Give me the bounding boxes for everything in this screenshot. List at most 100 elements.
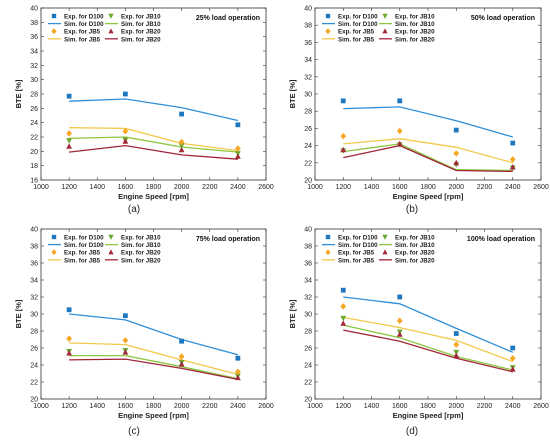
y-axis-label: BTE [%] <box>14 79 23 108</box>
data-point <box>178 146 185 153</box>
series-line <box>69 144 238 160</box>
x-tick-label: 2600 <box>258 184 274 191</box>
legend-marker <box>325 13 331 19</box>
data-point <box>397 294 403 300</box>
chart-title: 75% load operation <box>196 236 260 243</box>
chart-panel-2: 20 22 24 26 28 30 32 34 36 38 40 1000 1200 1400 1600 18… <box>14 227 274 438</box>
y-axis-label: BTE [%] <box>288 79 297 108</box>
data-point <box>178 353 185 360</box>
x-tick-label: 2600 <box>533 184 549 191</box>
data-point <box>453 341 460 348</box>
data-point <box>453 331 459 336</box>
series-line <box>343 106 513 138</box>
legend-label: Exp. for D100 <box>338 14 378 21</box>
data-point <box>509 156 516 163</box>
series-line <box>343 324 513 371</box>
legend-marker <box>51 249 57 256</box>
x-tick-label: 1000 <box>307 184 323 191</box>
legend-marker <box>108 28 114 34</box>
x-tick-label: 1200 <box>61 403 77 410</box>
y-tick-label: 22 <box>304 380 312 387</box>
data-point <box>340 303 347 310</box>
y-tick-label: 38 <box>30 20 38 27</box>
legend-marker <box>51 28 57 35</box>
y-tick-label: 32 <box>30 63 38 70</box>
data-point <box>340 315 347 322</box>
panel-caption: (a) <box>128 204 140 215</box>
panel-caption: (c) <box>128 426 140 437</box>
legend-marker <box>382 13 388 19</box>
series-line <box>69 98 239 122</box>
x-tick-label: 1600 <box>118 403 134 410</box>
x-tick-label: 2000 <box>448 403 464 410</box>
y-tick-label: 16 <box>30 178 38 185</box>
x-tick-label: 2200 <box>202 403 218 410</box>
data-point <box>122 138 129 144</box>
x-tick-label: 1200 <box>61 184 77 191</box>
data-point <box>509 354 516 362</box>
y-tick-label: 20 <box>30 149 38 156</box>
x-tick-label: 1400 <box>364 184 380 191</box>
legend-marker <box>51 234 57 240</box>
legend-label: Sim. for JB20 <box>395 36 435 43</box>
data-point <box>234 374 241 381</box>
y-tick-label: 26 <box>304 346 312 353</box>
legend-marker <box>325 28 331 35</box>
legend-label: Sim. for JB20 <box>395 257 435 264</box>
legend-label: Sim. for JB5 <box>64 257 101 264</box>
data-point <box>453 352 460 359</box>
data-point <box>397 98 403 104</box>
legend-label: Exp. for JB5 <box>338 250 375 257</box>
chart-panel-0: 16 18 20 22 24 26 28 30 32 34 36 38 40 1000 1200 1400 16… <box>14 6 274 216</box>
y-tick-label: 20 <box>304 397 312 404</box>
data-point <box>509 163 516 170</box>
y-axis-label: BTE [%] <box>14 299 23 328</box>
x-tick-label: 1600 <box>118 184 134 191</box>
data-point <box>509 366 516 372</box>
x-tick-label: 1200 <box>335 403 351 410</box>
legend-label: Sim. for JB5 <box>338 257 375 264</box>
plot-frame <box>314 228 542 400</box>
x-tick-label: 1200 <box>335 184 351 191</box>
y-tick-label: 20 <box>304 178 312 185</box>
x-tick-label: 2400 <box>505 403 521 410</box>
data-point <box>66 335 73 342</box>
legend-marker <box>108 234 114 240</box>
y-tick-label: 38 <box>304 23 312 30</box>
y-tick-label: 28 <box>304 329 312 336</box>
series-line <box>69 127 238 152</box>
legend-label: Sim. for D100 <box>338 21 378 28</box>
data-point <box>453 159 460 166</box>
series-line <box>343 144 513 173</box>
legend-label: Sim. for D100 <box>64 21 104 28</box>
y-tick-label: 36 <box>30 34 38 41</box>
legend-label: Exp. for JB20 <box>121 250 161 257</box>
data-point <box>122 128 129 135</box>
x-tick-label: 1800 <box>420 403 436 410</box>
x-tick-label: 1800 <box>146 184 162 191</box>
legend-marker <box>108 249 114 255</box>
y-tick-label: 40 <box>30 6 38 13</box>
x-tick-label: 2200 <box>477 403 493 410</box>
data-point <box>340 287 346 293</box>
legend-label: Sim. for D100 <box>64 242 104 249</box>
x-tick-label: 2400 <box>505 184 521 191</box>
y-tick-label: 24 <box>30 120 38 127</box>
data-point <box>340 146 347 153</box>
y-tick-label: 20 <box>30 397 38 404</box>
data-point <box>235 355 241 361</box>
x-tick-label: 2200 <box>202 184 218 191</box>
data-point <box>66 349 73 356</box>
y-tick-label: 30 <box>304 312 312 319</box>
x-tick-label: 1600 <box>392 403 408 410</box>
data-point <box>178 361 185 367</box>
data-point <box>453 127 459 133</box>
y-tick-label: 30 <box>304 92 312 99</box>
y-tick-label: 36 <box>304 261 312 268</box>
legend-label: Sim. for JB5 <box>64 36 101 43</box>
x-tick-label: 1600 <box>392 184 408 191</box>
y-tick-label: 36 <box>30 261 38 268</box>
data-point <box>66 307 72 313</box>
series-line <box>343 296 514 353</box>
